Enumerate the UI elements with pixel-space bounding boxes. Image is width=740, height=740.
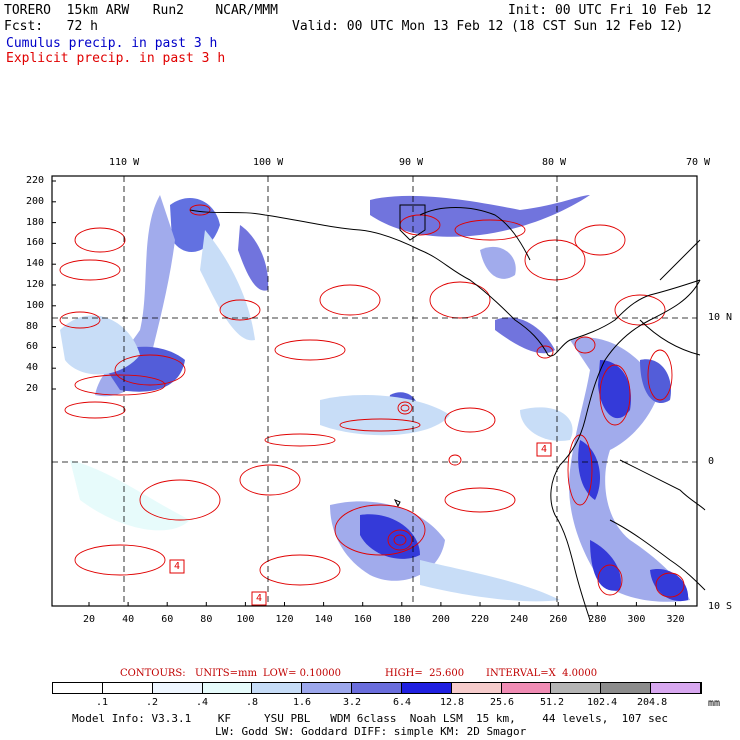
model-physics: LW: Godd SW: Goddard DIFF: simple KM: 2D… <box>215 725 527 738</box>
colorbar <box>52 682 702 694</box>
colorbar-label: 102.4 <box>587 697 618 708</box>
lon-label-100w: 100 W <box>253 157 284 168</box>
colorbar-swatch <box>53 683 103 693</box>
contour-units: UNITS=mm <box>195 668 257 679</box>
box-label: 4 <box>256 593 263 604</box>
y-tick-label: 180 <box>26 216 45 228</box>
colorbar-label: 3.2 <box>343 697 362 708</box>
colorbar-label: 51.2 <box>540 697 565 708</box>
x-tick-label: 240 <box>510 614 529 625</box>
map-frame <box>51 175 698 607</box>
colorbar-swatch <box>352 683 402 693</box>
y-tick-label: 200 <box>26 195 45 207</box>
y-tick-label: 220 <box>26 175 45 186</box>
coastline <box>189 204 706 621</box>
contour-label: CONTOURS: <box>120 668 186 679</box>
y-tick-label: 100 <box>26 299 45 311</box>
y-tick-label: 20 <box>26 383 39 394</box>
colorbar-label: .1 <box>96 697 109 708</box>
x-tick-label: 140 <box>314 614 333 625</box>
lon-label-90w: 90 W <box>399 157 424 168</box>
lon-label-70w: 70 W <box>686 157 711 168</box>
box-label: 4 <box>174 561 181 572</box>
lon-label-80w: 80 W <box>542 157 567 168</box>
contour-high: HIGH= 25.600 <box>385 668 465 679</box>
box-label: 4 <box>541 444 548 455</box>
colorbar-swatch <box>152 683 203 693</box>
colorbar-label: 25.6 <box>490 697 515 708</box>
x-tick-label: 80 <box>200 614 213 625</box>
x-tick-label: 320 <box>666 614 685 625</box>
lat-label-10n: 10 N <box>708 312 733 323</box>
x-tick-label: 260 <box>549 614 568 625</box>
lat-label-10s: 10 S <box>708 601 733 612</box>
colorbar-swatch <box>451 683 502 693</box>
y-tick-label: 80 <box>26 320 39 332</box>
legend-explicit: Explicit precip. in past 3 h <box>6 51 226 66</box>
x-tick-label: 220 <box>471 614 490 625</box>
colorbar-swatch <box>202 683 253 693</box>
x-tick-label: 40 <box>122 614 135 625</box>
colorbar-label: 204.8 <box>637 697 668 708</box>
lat-lon-grid <box>52 176 697 606</box>
y-tick-label: 60 <box>26 341 39 353</box>
lon-label-110w: 110 W <box>109 157 140 168</box>
contour-interval: INTERVAL=X 4.0000 <box>486 668 598 679</box>
colorbar-label: .4 <box>196 697 209 708</box>
contour-low: LOW= 0.10000 <box>263 668 342 679</box>
box-markers <box>169 442 552 606</box>
explicit-precip-contours <box>59 204 685 598</box>
colorbar-label: 6.4 <box>393 697 412 708</box>
x-tick-label: 100 <box>236 614 255 625</box>
model-title: TORERO 15km ARW Run2 NCAR/MMM <box>4 3 278 18</box>
colorbar-label: 12.8 <box>440 697 465 708</box>
colorbar-label: .8 <box>246 697 259 708</box>
x-tick-label: 300 <box>627 614 646 625</box>
x-tick-label: 200 <box>431 614 450 625</box>
x-tick-label: 60 <box>161 614 174 625</box>
x-tick-label: 180 <box>392 614 411 625</box>
valid-time: Valid: 00 UTC Mon 13 Feb 12 (18 CST Sun … <box>292 19 684 34</box>
init-time: Init: 00 UTC Fri 10 Feb 12 <box>508 3 712 18</box>
colorbar-unit: mm <box>708 698 721 709</box>
colorbar-label: 1.6 <box>293 697 312 708</box>
colorbar-swatch <box>401 683 452 693</box>
x-tick-label: 160 <box>353 614 372 625</box>
colorbar-swatch <box>501 683 552 693</box>
x-tick-label: 20 <box>83 614 96 625</box>
colorbar-swatch <box>551 683 602 693</box>
y-tick-label: 40 <box>26 362 39 374</box>
colorbar-label: .2 <box>146 697 159 708</box>
x-tick-label: 280 <box>588 614 607 625</box>
legend-cumulus: Cumulus precip. in past 3 h <box>6 36 218 51</box>
model-info: Model Info: V3.3.1 KF YSU PBL WDM 6class… <box>72 712 669 725</box>
colorbar-swatch <box>252 683 303 693</box>
colorbar-swatch <box>302 683 353 693</box>
colorbar-swatch <box>102 683 153 693</box>
forecast-hour: Fcst: 72 h <box>4 19 98 34</box>
colorbar-swatch <box>601 683 652 693</box>
colorbar-swatch <box>651 683 701 693</box>
lat-label-0: 0 <box>708 456 715 467</box>
x-tick-label: 120 <box>275 614 294 625</box>
y-tick-label: 120 <box>26 279 45 290</box>
y-tick-label: 160 <box>26 237 45 249</box>
cumulus-precip-shading <box>60 195 690 602</box>
y-tick-label: 140 <box>26 258 45 270</box>
